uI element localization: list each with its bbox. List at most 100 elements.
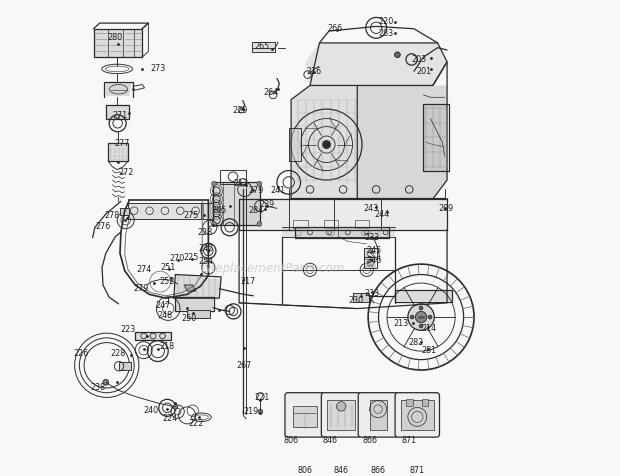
- Text: 228: 228: [197, 227, 213, 236]
- Polygon shape: [106, 84, 131, 97]
- Polygon shape: [108, 144, 128, 162]
- Circle shape: [258, 409, 263, 414]
- Text: 228: 228: [110, 348, 125, 357]
- Text: 279: 279: [248, 186, 264, 195]
- Bar: [423, 105, 450, 171]
- Text: 225: 225: [183, 253, 198, 261]
- Circle shape: [394, 53, 401, 59]
- Circle shape: [428, 316, 432, 319]
- Text: 245: 245: [366, 246, 381, 255]
- Bar: [175, 298, 214, 312]
- Text: 250: 250: [181, 313, 196, 322]
- Text: 201: 201: [417, 67, 432, 76]
- Text: 223: 223: [121, 325, 136, 334]
- Text: 273: 273: [150, 64, 166, 73]
- FancyBboxPatch shape: [358, 393, 398, 437]
- Bar: [108, 144, 128, 162]
- Text: 871: 871: [410, 465, 425, 474]
- Text: 264: 264: [264, 88, 279, 97]
- Circle shape: [323, 141, 330, 149]
- Text: 270: 270: [169, 254, 184, 263]
- Bar: [365, 258, 376, 269]
- Bar: [289, 129, 301, 162]
- Text: 247: 247: [155, 301, 170, 309]
- Circle shape: [410, 316, 414, 319]
- Bar: [187, 311, 210, 318]
- Polygon shape: [135, 333, 170, 340]
- Text: 272: 272: [118, 168, 133, 177]
- Text: 219: 219: [244, 406, 259, 415]
- FancyBboxPatch shape: [395, 393, 440, 437]
- Text: 846: 846: [334, 465, 348, 474]
- Text: 224: 224: [162, 413, 177, 422]
- Text: 280: 280: [108, 33, 123, 42]
- Text: 242: 242: [198, 243, 214, 252]
- Polygon shape: [295, 228, 389, 238]
- Bar: [128, 203, 203, 219]
- Text: 279: 279: [133, 284, 148, 293]
- Text: 278: 278: [105, 211, 120, 220]
- Polygon shape: [357, 86, 447, 199]
- Bar: [327, 400, 355, 430]
- Text: eReplacementParts.com: eReplacementParts.com: [200, 261, 344, 274]
- Text: 265: 265: [254, 42, 270, 50]
- Text: 218: 218: [160, 341, 175, 350]
- Text: 284: 284: [248, 205, 264, 214]
- Text: 248: 248: [157, 310, 172, 319]
- Text: 217: 217: [240, 276, 255, 285]
- Circle shape: [103, 380, 108, 386]
- Polygon shape: [401, 400, 434, 430]
- Text: 276: 276: [96, 221, 111, 230]
- Text: 238: 238: [91, 382, 106, 391]
- Bar: [220, 170, 246, 184]
- Circle shape: [419, 325, 423, 328]
- Polygon shape: [94, 30, 142, 58]
- Text: 866: 866: [371, 465, 386, 474]
- Text: 244: 244: [374, 209, 389, 218]
- Text: 806: 806: [298, 465, 312, 474]
- Text: 282: 282: [409, 337, 424, 347]
- Text: 254: 254: [198, 256, 214, 265]
- Bar: [355, 220, 369, 229]
- Bar: [324, 220, 339, 229]
- Polygon shape: [106, 106, 130, 120]
- Circle shape: [337, 402, 346, 411]
- FancyBboxPatch shape: [321, 393, 361, 437]
- Text: 233: 233: [365, 233, 380, 242]
- Text: 251: 251: [161, 262, 176, 271]
- Text: 871: 871: [402, 435, 417, 444]
- Text: 221: 221: [254, 392, 270, 401]
- Polygon shape: [423, 105, 447, 171]
- Text: 275: 275: [183, 210, 198, 219]
- Text: 214: 214: [422, 323, 436, 332]
- Bar: [120, 209, 130, 216]
- Polygon shape: [239, 198, 447, 230]
- Bar: [106, 106, 130, 120]
- Circle shape: [257, 182, 262, 187]
- Text: 212: 212: [234, 179, 249, 188]
- Bar: [119, 363, 131, 370]
- Circle shape: [173, 405, 178, 409]
- Bar: [395, 290, 452, 302]
- Polygon shape: [202, 203, 213, 219]
- Polygon shape: [291, 86, 357, 199]
- Polygon shape: [305, 44, 447, 86]
- Polygon shape: [175, 275, 220, 298]
- Text: 205: 205: [211, 205, 227, 214]
- Text: 266: 266: [327, 24, 342, 33]
- Text: 213: 213: [393, 318, 409, 327]
- Bar: [353, 294, 369, 302]
- Text: 209: 209: [438, 203, 454, 212]
- Text: 216: 216: [306, 67, 321, 76]
- Text: 243: 243: [363, 203, 378, 212]
- Bar: [365, 248, 376, 259]
- Bar: [293, 220, 308, 229]
- Text: 226: 226: [73, 348, 89, 357]
- Bar: [422, 399, 428, 406]
- Text: 233: 233: [365, 288, 380, 298]
- Polygon shape: [128, 203, 202, 219]
- Text: 239: 239: [259, 200, 274, 208]
- Circle shape: [211, 222, 216, 227]
- Bar: [202, 203, 213, 219]
- Bar: [401, 400, 434, 430]
